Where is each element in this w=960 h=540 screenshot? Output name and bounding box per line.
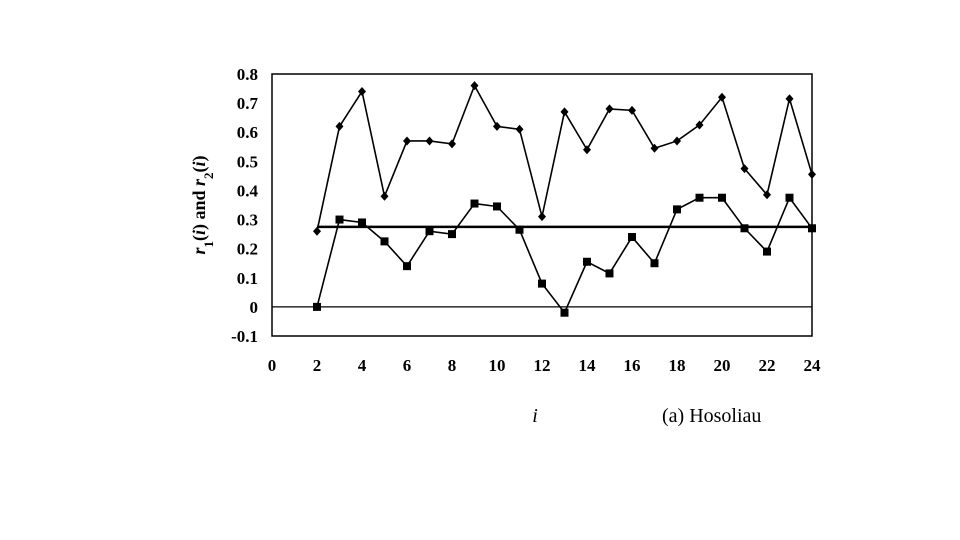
x-tick-label: 12 [534,356,551,375]
series-1-point [740,224,749,233]
series-0-point [673,136,681,146]
x-tick-label: 22 [759,356,776,375]
series-1-point [470,199,479,208]
series-1-point [718,193,726,202]
y-tick-label: 0.5 [237,152,258,171]
series-0-point [358,86,366,96]
x-tick-label: 2 [313,356,322,375]
x-tick-label: 24 [804,356,822,375]
y-tick-label: 0 [250,298,259,317]
series-0-point [808,169,816,179]
series-1-point [493,202,501,211]
series-0-point [538,212,546,222]
series-0-point [470,81,479,91]
x-tick-label: 14 [579,356,597,375]
series-0-point [605,104,614,114]
series-1-point [335,215,344,224]
x-tick-label: 8 [448,356,457,375]
y-axis-title: r1(i) and r2(i) [189,155,216,254]
series-0-point [493,121,501,131]
series-0-point [718,92,726,102]
series-1-point [763,247,771,256]
y-tick-label: 0.7 [237,94,259,113]
series-0-point [335,121,344,131]
series-0 [313,81,816,236]
series-1-point [808,224,816,233]
series-1-point [650,259,659,268]
series-1-point [380,237,389,246]
x-tick-labels: 0 2 4 6 8 10 12 14 16 18 20 22 24 [268,356,821,375]
series-0-point [515,124,524,134]
series-1-point [448,230,456,239]
x-tick-label: 20 [714,356,731,375]
series-1-point [358,218,366,227]
x-tick-label: 18 [669,356,686,375]
reference-lines [272,225,812,308]
series-0-point [403,136,411,146]
y-tick-label: 0.3 [237,211,258,230]
x-tick-label: 4 [358,356,367,375]
series-1-point [673,205,681,214]
series-1-point [695,193,704,202]
series-1-point [313,302,321,311]
series-1 [313,193,816,317]
series-0-point [583,145,591,155]
x-tick-label: 10 [489,356,506,375]
y-tick-label: 0.2 [237,240,258,259]
series-layer [313,81,816,317]
series-0-point [425,136,434,146]
series-1-point [403,262,411,271]
plot-frame [271,73,813,337]
series-0-point [560,107,569,117]
series-0-point [380,191,389,201]
y-tick-labels: 0.8 0.7 0.6 0.5 0.4 0.3 0.2 0.1 0 -0.1 [231,65,258,346]
series-1-point [583,257,591,266]
series-0-point [785,94,794,104]
x-tick-label: 0 [268,356,277,375]
series-0-point [628,105,636,115]
series-1-point [560,308,569,317]
x-tick-label: 16 [624,356,641,375]
series-0-point [740,164,749,174]
y-tick-label: 0.6 [237,123,258,142]
series-0-point [763,190,771,200]
series-1-point [605,269,614,278]
series-0-point [650,143,659,153]
series-1-point [628,233,636,242]
y-tick-label: 0.4 [237,181,259,200]
y-tick-label: 0.8 [237,65,258,84]
y-tick-label: 0.1 [237,269,258,288]
x-tick-label: 6 [403,356,412,375]
series-1-point [538,279,546,288]
series-0-point [313,226,321,236]
x-axis-title: i [532,405,538,427]
chart-caption: (a) Hosoliau [662,405,761,427]
series-1-point [515,225,524,234]
y-tick-label: -0.1 [231,327,258,346]
series-0-point [695,120,704,130]
series-1-line [316,196,813,315]
series-0-point [448,139,456,149]
series-1-point [425,227,434,236]
series-1-point [785,193,794,202]
